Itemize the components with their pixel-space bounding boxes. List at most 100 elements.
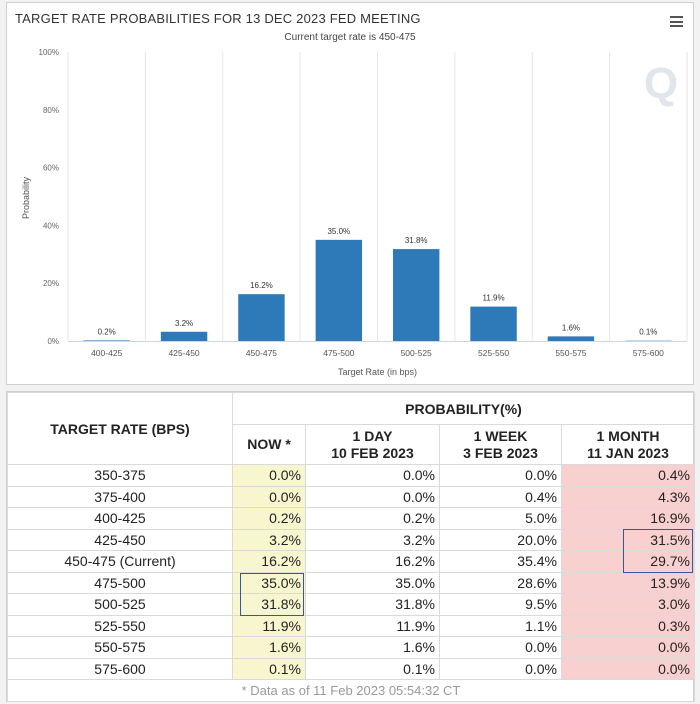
now-cell: 1.6%	[232, 636, 306, 659]
y-tick-label: 60%	[43, 164, 59, 173]
x-tick-label: 425-450	[168, 348, 199, 358]
week-cell: 20.0%	[439, 528, 562, 551]
x-tick-label: 475-500	[323, 348, 354, 358]
now-cell: 11.9%	[232, 614, 306, 637]
bar	[470, 306, 517, 341]
table-row: 375-400 0.0% 0.0% 0.4% 4.3%	[7, 485, 695, 508]
bar	[238, 294, 285, 341]
data-label: 11.9%	[483, 294, 505, 303]
chart-title: TARGET RATE PROBABILITIES FOR 13 DEC 202…	[15, 11, 421, 26]
data-label: 0.2%	[98, 327, 116, 336]
data-label: 31.8%	[405, 236, 428, 245]
x-tick-label: 575-600	[633, 348, 664, 358]
rate-cell: 575-600	[7, 657, 233, 680]
x-tick-label: 525-550	[478, 348, 509, 358]
day-cell: 0.0%	[305, 464, 440, 487]
data-label: 1.6%	[562, 323, 580, 332]
table-row: 425-450 3.2% 3.2% 20.0% 31.5%	[7, 528, 695, 551]
now-cell: 3.2%	[232, 528, 306, 551]
month-cell: 16.9%	[561, 507, 695, 530]
data-label: 16.2%	[250, 281, 273, 290]
table-row: 350-375 0.0% 0.0% 0.0% 0.4%	[7, 464, 695, 487]
table-row: 400-425 0.2% 0.2% 5.0% 16.9%	[7, 507, 695, 530]
day-cell: 0.1%	[305, 657, 440, 680]
day-cell: 3.2%	[305, 528, 440, 551]
now-cell: 35.0%	[232, 571, 306, 594]
table-row: 525-550 11.9% 11.9% 1.1% 0.3%	[7, 614, 695, 637]
footnote: * Data as of 11 Feb 2023 05:54:32 CT	[7, 679, 695, 702]
now-cell: 31.8%	[232, 593, 306, 616]
month-cell: 31.5%	[561, 528, 695, 551]
week-cell: 35.4%	[439, 550, 562, 573]
month-cell: 29.7%	[561, 550, 695, 573]
week-cell: 0.0%	[439, 636, 562, 659]
chart-subtitle: Current target rate is 450-475	[284, 32, 416, 43]
month-cell: 3.0%	[561, 593, 695, 616]
data-label: 35.0%	[327, 227, 350, 236]
probability-table: TARGET RATE (BPS) PROBABILITY(%) NOW * 1…	[7, 392, 695, 702]
day-cell: 35.0%	[305, 571, 440, 594]
month-cell: 0.0%	[561, 636, 695, 659]
now-cell: 0.2%	[232, 507, 306, 530]
bar	[83, 340, 130, 341]
rate-cell: 525-550	[7, 614, 233, 637]
month-cell: 0.3%	[561, 614, 695, 637]
day-cell: 1.6%	[305, 636, 440, 659]
y-tick-label: 20%	[43, 279, 59, 288]
bar-chart: 0% 20% 40% 60% 80% 100% 0.2% 400-425 3.2% 425-450…	[21, 48, 688, 377]
rate-cell: 450-475 (Current)	[7, 550, 233, 573]
bar	[160, 331, 208, 341]
rate-cell: 425-450	[7, 528, 233, 551]
x-axis-title: Target Rate (in bps)	[338, 367, 417, 377]
rate-cell: 500-525	[7, 593, 233, 616]
hamburger-menu-icon[interactable]	[670, 16, 683, 27]
x-tick-label: 400-425	[91, 348, 122, 358]
data-label: 3.2%	[175, 319, 193, 328]
x-tick-label: 500-525	[401, 348, 432, 358]
week-cell: 0.0%	[439, 657, 562, 680]
y-axis-title: Probability	[21, 176, 31, 219]
now-cell: 0.0%	[232, 464, 306, 487]
day-cell: 31.8%	[305, 593, 440, 616]
bar	[547, 336, 595, 341]
rate-cell: 400-425	[7, 507, 233, 530]
day-cell: 0.2%	[305, 507, 440, 530]
day-cell: 0.0%	[305, 485, 440, 508]
rate-cell: 475-500	[7, 571, 233, 594]
week-cell: 9.5%	[439, 593, 562, 616]
table-row: 475-500 35.0% 35.0% 28.6% 13.9%	[7, 571, 695, 594]
header-now: NOW *	[232, 424, 306, 465]
month-cell: 4.3%	[561, 485, 695, 508]
probability-table-panel: TARGET RATE (BPS) PROBABILITY(%) NOW * 1…	[6, 391, 695, 702]
header-target-rate: TARGET RATE (BPS)	[7, 392, 233, 465]
week-cell: 5.0%	[439, 507, 562, 530]
bar	[315, 239, 363, 341]
rate-cell: 375-400	[7, 485, 233, 508]
data-label: 0.1%	[639, 328, 657, 337]
header-1-week: 1 WEEK 3 FEB 2023	[439, 424, 562, 465]
week-cell: 0.0%	[439, 464, 562, 487]
month-cell: 13.9%	[561, 571, 695, 594]
table-row: 450-475 (Current) 16.2% 16.2% 35.4% 29.7%	[7, 550, 695, 573]
week-cell: 28.6%	[439, 571, 562, 594]
x-tick-label: 550-575	[555, 348, 586, 358]
chart-panel: TARGET RATE PROBABILITIES FOR 13 DEC 202…	[6, 2, 694, 385]
now-cell: 0.0%	[232, 485, 306, 508]
day-cell: 16.2%	[305, 550, 440, 573]
header-1-month: 1 MONTH 11 JAN 2023	[561, 424, 695, 465]
rate-cell: 350-375	[7, 464, 233, 487]
q-watermark-logo: Q	[643, 59, 679, 108]
y-tick-label: 100%	[39, 48, 59, 57]
month-cell: 0.4%	[561, 464, 695, 487]
table-row: 550-575 1.6% 1.6% 0.0% 0.0%	[7, 636, 695, 659]
y-tick-label: 40%	[43, 221, 59, 230]
header-probability: PROBABILITY(%)	[232, 392, 695, 425]
header-1-day: 1 DAY 10 FEB 2023	[305, 424, 440, 465]
x-tick-label: 450-475	[246, 348, 277, 358]
rate-cell: 550-575	[7, 636, 233, 659]
month-cell: 0.0%	[561, 657, 695, 680]
now-cell: 0.1%	[232, 657, 306, 680]
table-row: 500-525 31.8% 31.8% 9.5% 3.0%	[7, 593, 695, 616]
y-tick-label: 80%	[43, 106, 59, 115]
week-cell: 1.1%	[439, 614, 562, 637]
